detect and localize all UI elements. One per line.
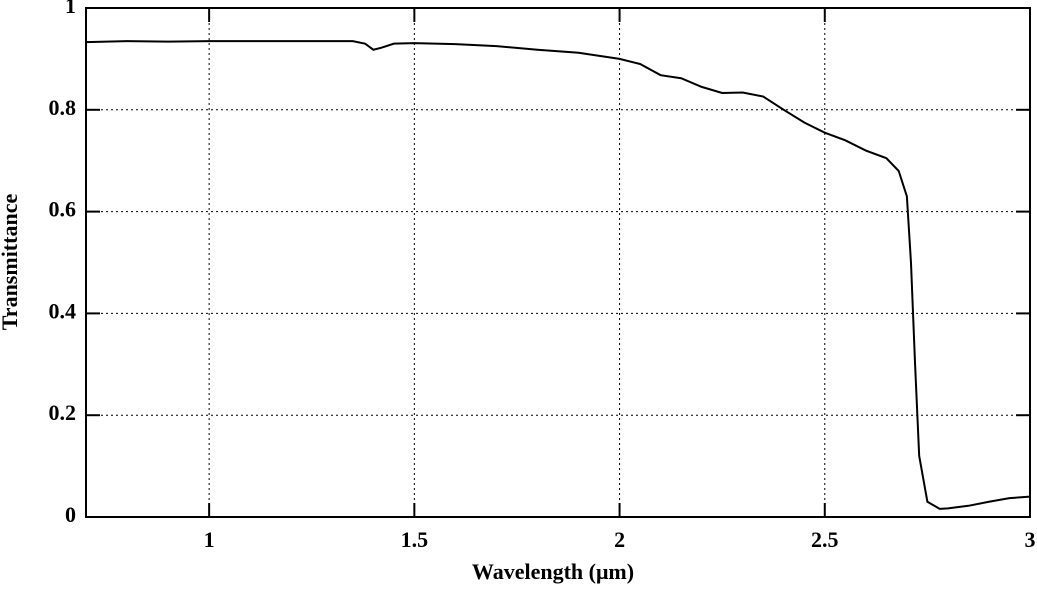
y-tick-label: 0.8 xyxy=(49,95,77,120)
y-tick-label: 1 xyxy=(65,0,76,18)
x-tick-label: 2.5 xyxy=(811,527,839,552)
data-line xyxy=(85,40,1031,510)
x-tick-label: 2 xyxy=(614,527,625,552)
y-tick-label: 0.2 xyxy=(49,400,77,425)
x-axis-label: Wavelength (μm) xyxy=(472,559,634,584)
plot-frame xyxy=(85,7,1031,518)
y-tick-label: 0.4 xyxy=(49,298,77,323)
y-tick-label: 0.6 xyxy=(49,197,77,222)
y-tick-label: 0 xyxy=(65,502,76,527)
x-tick-label: 3 xyxy=(1025,527,1036,552)
y-axis-label: Transmittance xyxy=(0,194,22,331)
x-tick-label: 1.5 xyxy=(401,527,429,552)
x-tick-label: 1 xyxy=(204,527,215,552)
